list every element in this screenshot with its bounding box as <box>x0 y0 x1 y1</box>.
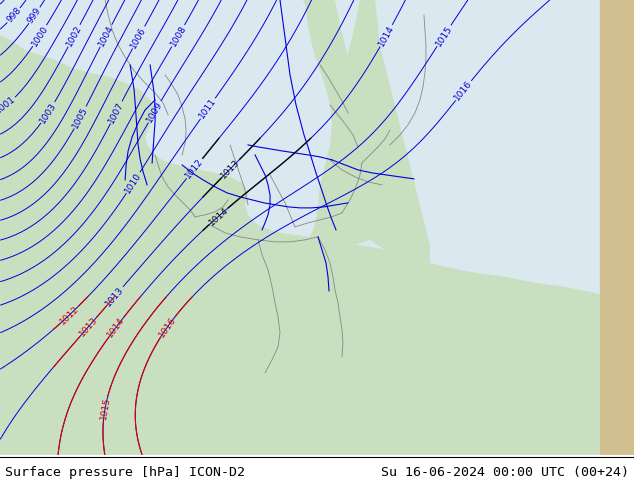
Text: 1012: 1012 <box>184 157 205 180</box>
Text: 1010: 1010 <box>123 171 143 195</box>
Text: 1002: 1002 <box>65 24 84 48</box>
Text: 1014: 1014 <box>106 315 127 339</box>
Text: 1001: 1001 <box>0 95 17 116</box>
Text: 1011: 1011 <box>198 97 218 121</box>
Text: 1015: 1015 <box>434 24 454 48</box>
Text: 1003: 1003 <box>38 100 58 125</box>
Text: 999: 999 <box>26 6 43 25</box>
Text: 1013: 1013 <box>77 316 99 339</box>
Text: 1014: 1014 <box>377 24 396 48</box>
Text: 1016: 1016 <box>157 315 178 339</box>
Text: 1000: 1000 <box>30 24 50 48</box>
Text: 1008: 1008 <box>169 24 188 48</box>
Polygon shape <box>345 0 430 263</box>
Text: 1005: 1005 <box>71 105 89 130</box>
Polygon shape <box>0 35 600 455</box>
Text: 1004: 1004 <box>97 24 115 48</box>
Text: 1014: 1014 <box>207 205 230 227</box>
Bar <box>600 0 634 455</box>
Text: 1006: 1006 <box>129 25 148 49</box>
Text: 1013: 1013 <box>219 157 242 180</box>
Text: Surface pressure [hPa] ICON-D2: Surface pressure [hPa] ICON-D2 <box>5 466 245 479</box>
Text: 1007: 1007 <box>107 100 126 124</box>
Polygon shape <box>303 0 373 245</box>
Text: 1009: 1009 <box>145 99 164 124</box>
Text: 998: 998 <box>4 6 23 25</box>
Text: 1016: 1016 <box>453 79 474 102</box>
Text: 1013: 1013 <box>104 285 126 308</box>
Text: 1015: 1015 <box>99 396 112 421</box>
Text: 1012: 1012 <box>58 304 81 326</box>
Text: Su 16-06-2024 00:00 UTC (00+24): Su 16-06-2024 00:00 UTC (00+24) <box>381 466 629 479</box>
